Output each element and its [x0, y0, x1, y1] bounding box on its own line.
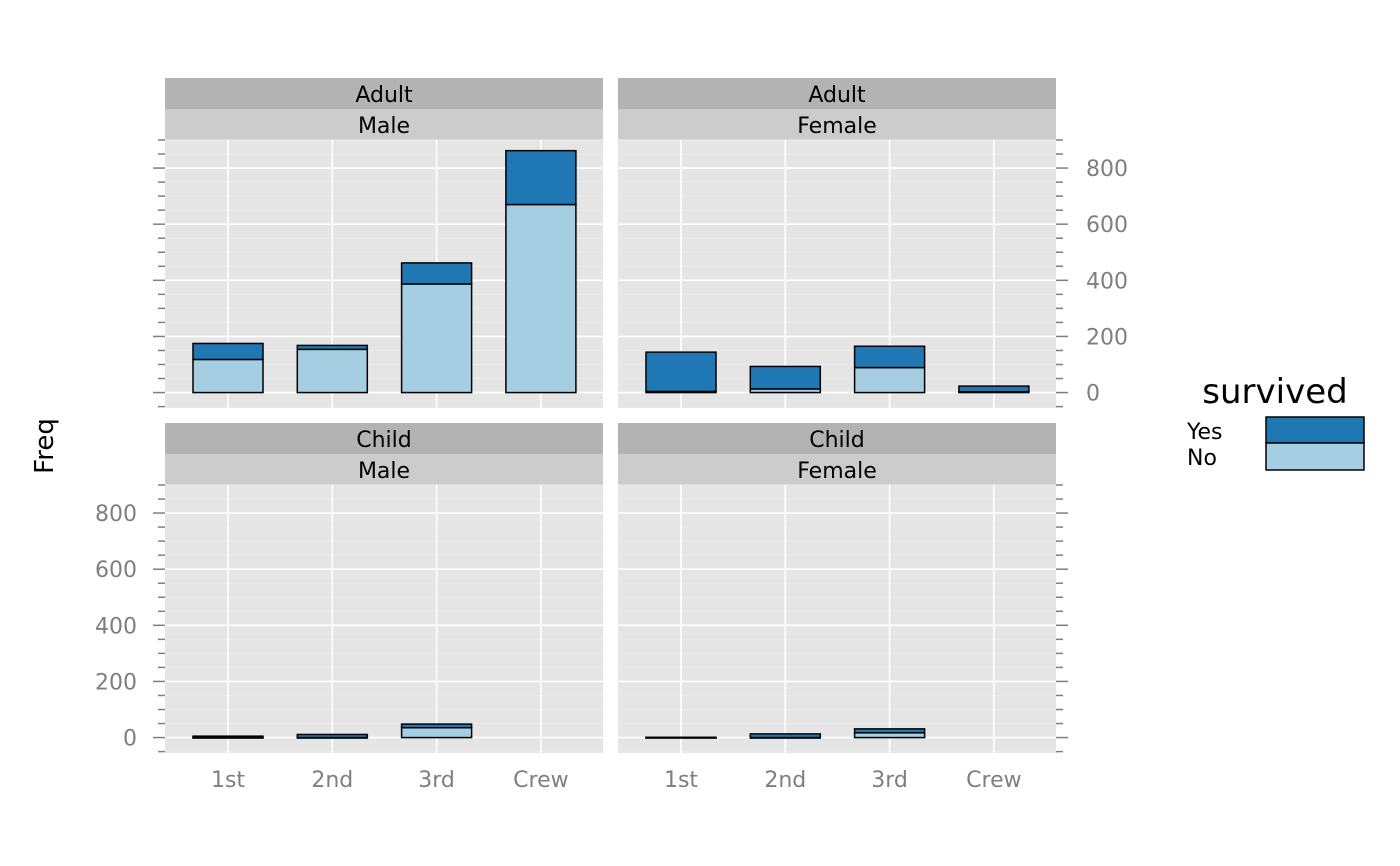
bar-yes-1st	[645, 736, 717, 739]
x-tick-label: 3rd	[871, 768, 908, 793]
strip-label-top: Adult	[808, 83, 866, 108]
bar-no-1st	[192, 358, 264, 394]
bar-yes-2nd	[296, 344, 369, 351]
strip-outer	[618, 423, 1056, 454]
strip-label-bottom: Male	[358, 459, 410, 484]
y-tick-label: 0	[123, 727, 137, 752]
bar-no-Crew	[505, 203, 577, 394]
strip-outer	[618, 78, 1056, 109]
y-tick-label: 400	[95, 614, 137, 639]
x-tick-label: 1st	[664, 768, 698, 793]
x-tick-label: 3rd	[418, 768, 455, 793]
y-tick-label: 200	[1086, 325, 1128, 350]
y-tick-label: 200	[95, 670, 137, 695]
bar-yes-3rd	[400, 723, 473, 729]
strip-inner	[165, 454, 603, 485]
axes: 0 200 400 600 800 1st 2nd 3rd Crew 0 200 400 600 800 1…	[95, 139, 1128, 793]
bar-yes-2nd	[749, 733, 822, 739]
legend: survived Yes No	[1186, 372, 1365, 471]
legend-label-no: No	[1187, 446, 1217, 471]
bar-yes-2nd	[296, 733, 369, 739]
y-tick-label: 600	[95, 558, 137, 583]
bar-yes-1st	[645, 351, 717, 393]
x-tick-label: 2nd	[311, 768, 353, 793]
strip-label-top: Child	[356, 428, 412, 453]
bar-yes-1st	[192, 735, 264, 739]
y-axis-label: Freq	[30, 418, 60, 474]
bar-yes-3rd	[400, 262, 473, 285]
bar-yes-3rd	[853, 345, 926, 369]
x-tick-label: 1st	[211, 768, 245, 793]
strip-outer	[165, 78, 603, 109]
panel-1: Adult Male	[165, 78, 603, 408]
strip-label-bottom: Female	[797, 459, 877, 484]
bar-yes-3rd	[853, 728, 926, 734]
strip-inner	[165, 109, 603, 140]
strip-label-top: Adult	[355, 83, 413, 108]
legend-title: survived	[1202, 372, 1347, 412]
y-tick-label: 600	[1086, 213, 1128, 238]
strip-label-bottom: Female	[797, 114, 877, 139]
strip-inner	[618, 109, 1056, 140]
legend-key-no	[1265, 442, 1365, 471]
x-tick-label: Crew	[966, 768, 1021, 793]
x-tick-label: Crew	[513, 768, 568, 793]
bar-no-3rd	[400, 283, 473, 394]
y-tick-label: 0	[1086, 382, 1100, 407]
panel-3: Child Male	[165, 423, 603, 753]
bar-yes-Crew	[505, 149, 577, 206]
bar-no-2nd	[296, 348, 369, 394]
strip-label-bottom: Male	[358, 114, 410, 139]
panel-2: Adult Female	[618, 78, 1056, 408]
strip-label-top: Child	[809, 428, 865, 453]
bar-yes-Crew	[958, 385, 1030, 393]
panels: Adult Male Adult Female Child Male Child Female	[165, 78, 1056, 753]
y-tick-label: 800	[1086, 157, 1128, 182]
panel-background	[165, 485, 603, 753]
bar-yes-2nd	[749, 365, 822, 390]
panel-4: Child Female	[618, 423, 1056, 753]
bar-yes-1st	[192, 342, 264, 361]
strip-outer	[165, 423, 603, 454]
strip-inner	[618, 454, 1056, 485]
legend-key-yes	[1265, 416, 1365, 444]
bar-no-3rd	[853, 366, 926, 394]
y-tick-label: 400	[1086, 269, 1128, 294]
panel-background	[618, 485, 1056, 753]
y-tick-label: 800	[95, 502, 137, 527]
x-tick-label: 2nd	[764, 768, 806, 793]
legend-label-yes: Yes	[1186, 420, 1223, 445]
bar-no-3rd	[400, 726, 473, 739]
